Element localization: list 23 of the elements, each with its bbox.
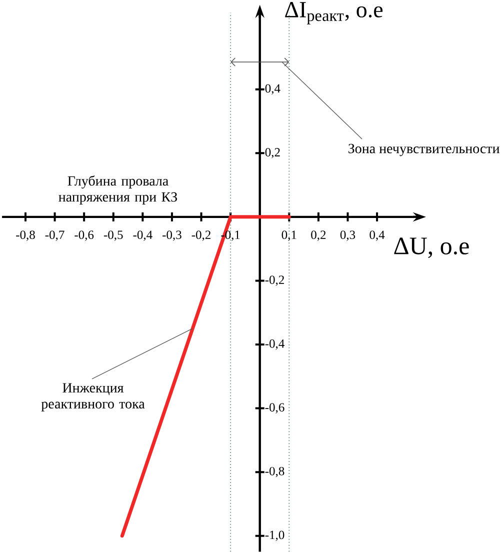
annotation: Зона нечувствительности <box>348 144 500 156</box>
x-tick-label: -0,4 <box>133 230 152 241</box>
y-tick-label: 0,4 <box>265 84 280 94</box>
y-tick-label: -1,0 <box>265 530 284 541</box>
x-tick-label: -0,5 <box>104 230 123 241</box>
y-tick-label: -0,8 <box>265 466 284 478</box>
x-tick-label: 0,2 <box>311 230 326 241</box>
y-tick-label: -0,4 <box>265 339 284 350</box>
x-tick-label: -0,7 <box>45 230 64 241</box>
x-axis-title: ΔU, о.е <box>394 238 469 258</box>
annotation: Инжекция реактивного тока <box>41 383 145 412</box>
y-axis-title: ΔI$_{реакт}$, о.е <box>285 2 383 24</box>
annotation: Глубина провала напряжения при КЗ <box>58 176 177 204</box>
x-tick-label: -0,3 <box>162 230 182 241</box>
x-tick-label: -0,6 <box>74 230 94 241</box>
y-tick-label: -0,6 <box>265 403 284 414</box>
x-tick-label: 0,1 <box>282 230 296 241</box>
x-tick-label: -0,2 <box>192 230 210 241</box>
x-tick-label: 0,3 <box>340 230 356 241</box>
x-tick-label: 0,4 <box>370 230 385 241</box>
y-tick-label: 0,2 <box>265 148 280 158</box>
x-tick-label: -0,8 <box>16 230 35 241</box>
y-tick-label: -0,2 <box>265 276 284 286</box>
